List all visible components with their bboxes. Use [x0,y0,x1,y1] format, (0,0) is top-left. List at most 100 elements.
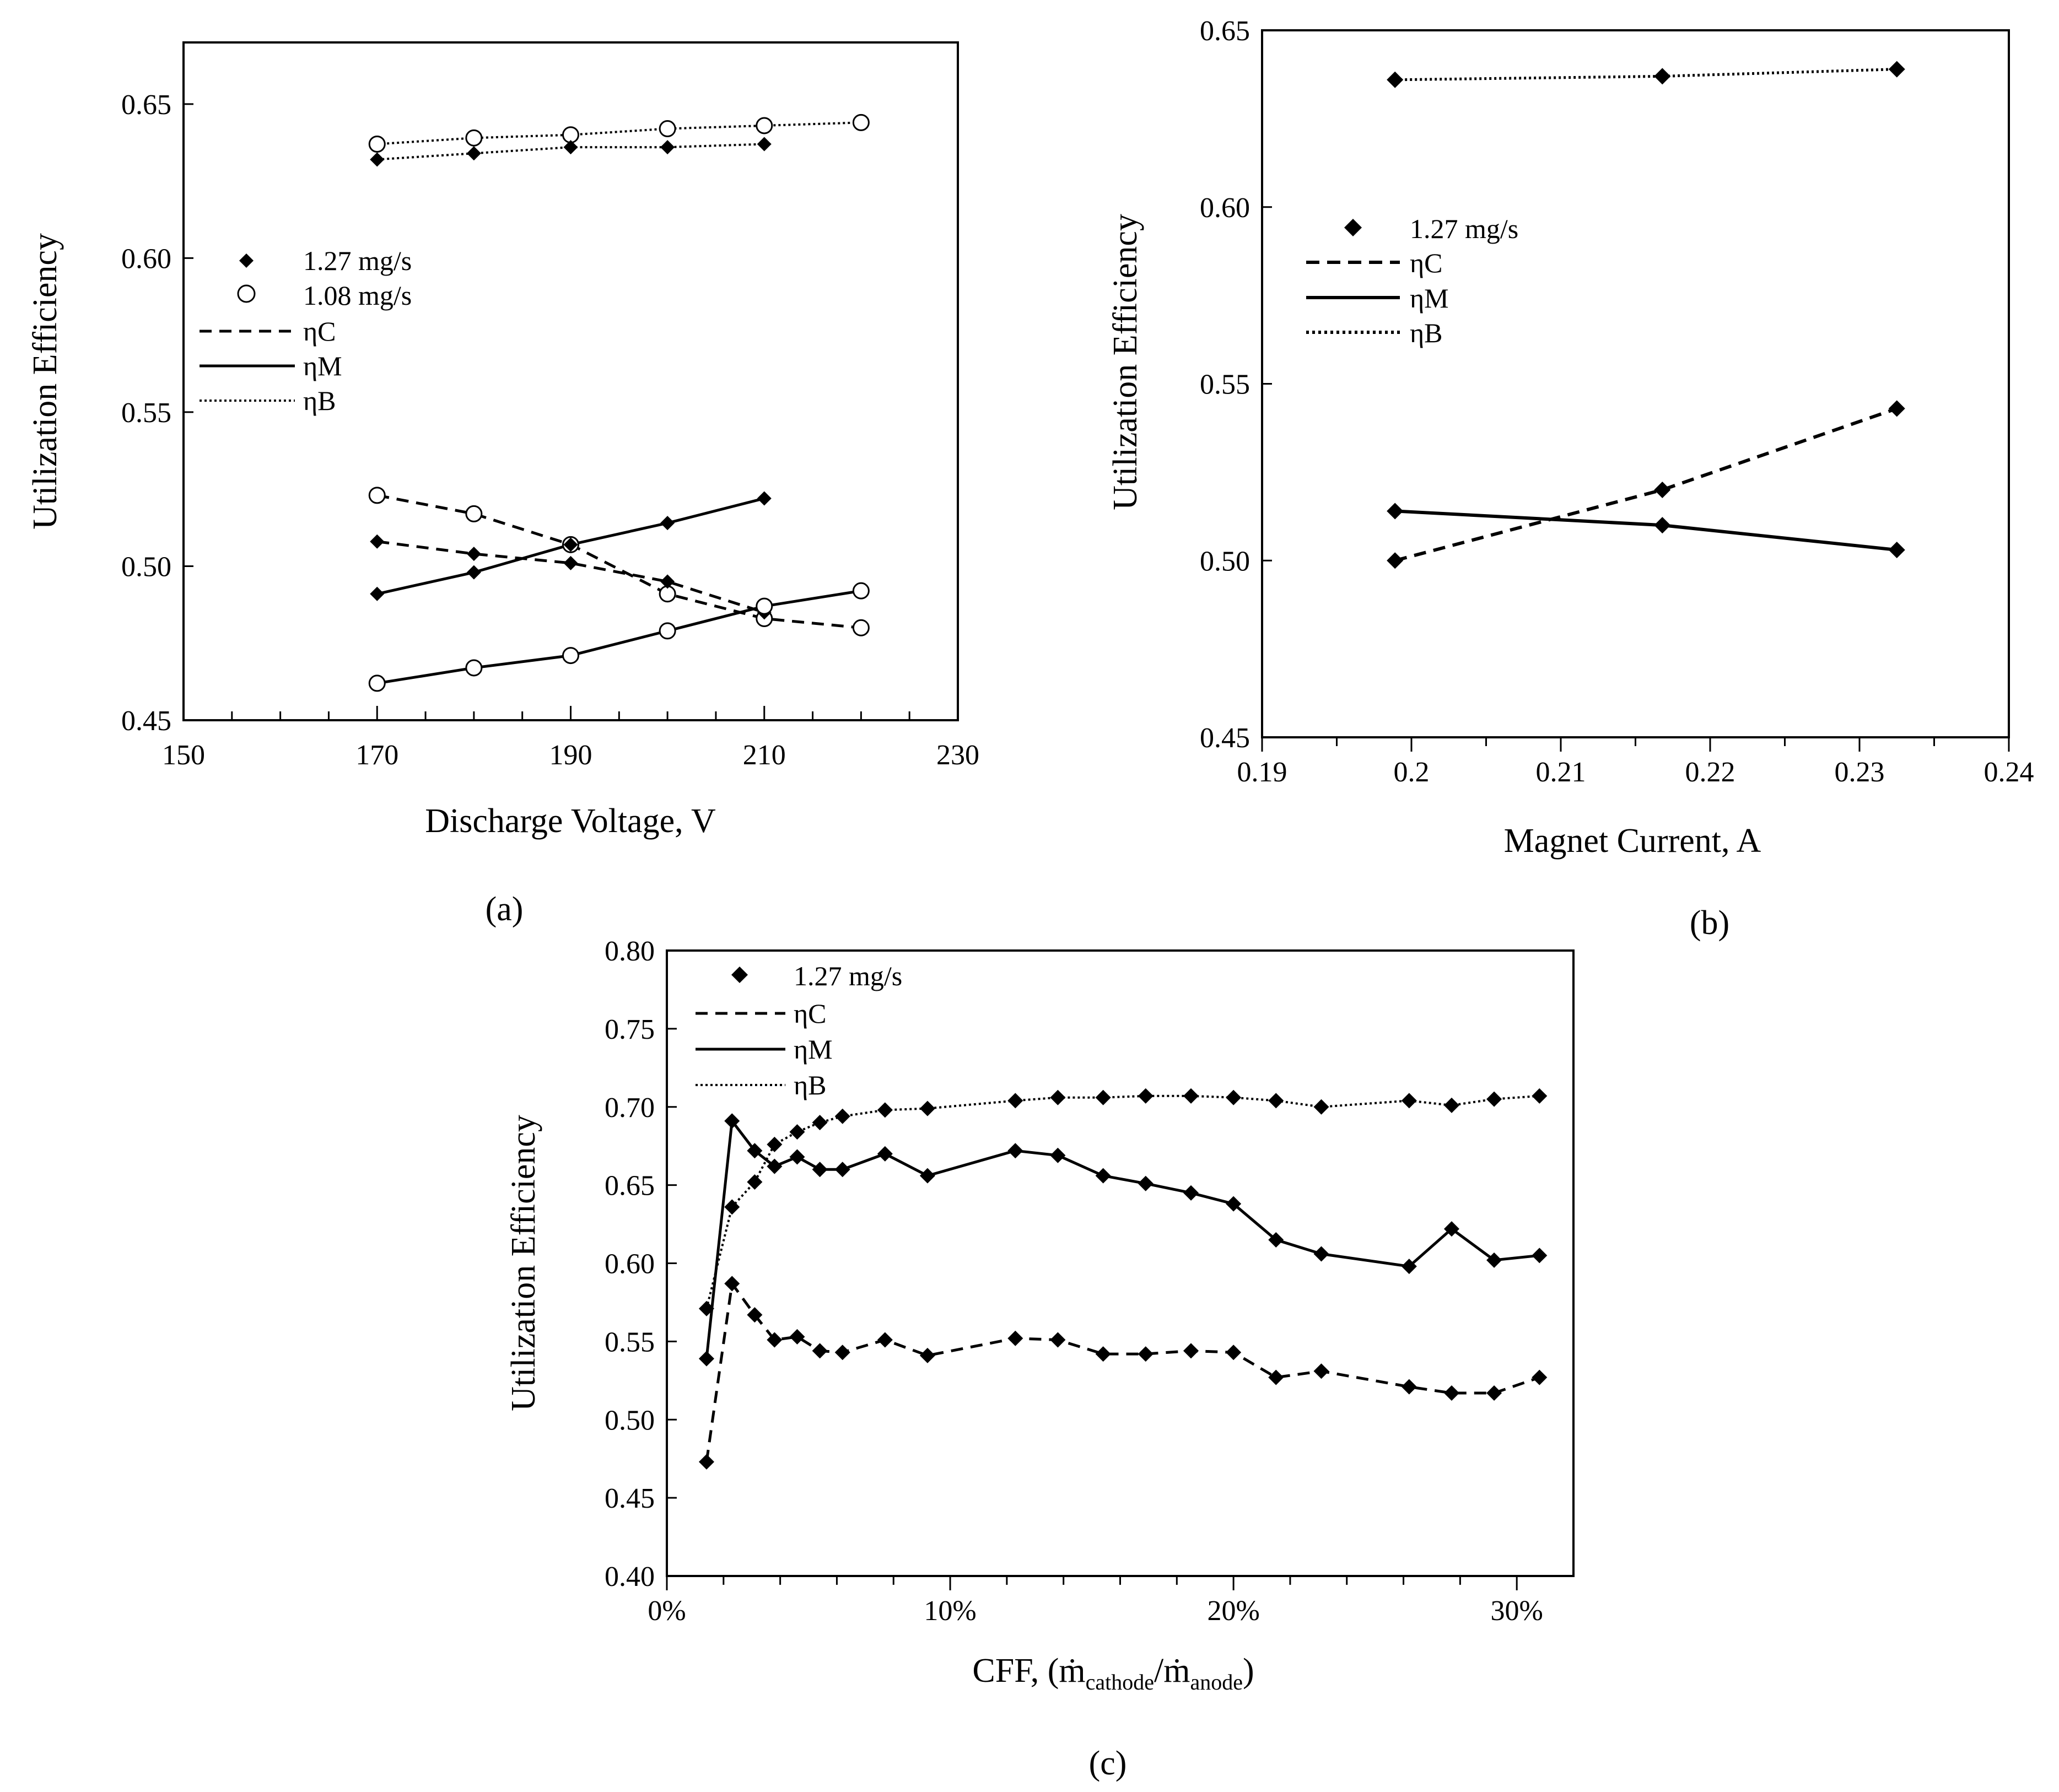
x-axis-title-c-sub2: anode [1190,1670,1243,1694]
x-tick-label: 230 [936,740,979,771]
y-tick-label: 0.55 [121,397,171,429]
y-tick-label: 0.50 [605,1405,655,1436]
data-point-diamond [1050,1332,1066,1348]
data-point-diamond [1138,1088,1154,1104]
y-tick-label: 0.50 [121,551,171,582]
data-point-diamond [1532,1369,1548,1385]
data-point-diamond [767,1136,783,1152]
x-axis-title-c: CFF, (ṁcathode/ṁanode) [972,1652,1254,1694]
x-tick-label: 10% [924,1595,976,1627]
legend-a-label-5: ηB [303,385,336,416]
data-point-diamond [789,1124,805,1140]
data-point-diamond [1095,1089,1111,1105]
data-point-diamond [1183,1088,1199,1104]
data-point-diamond [1138,1175,1154,1191]
x-tick-label: 20% [1207,1595,1259,1627]
x-axis-title-c-part1: CFF, (ṁ [972,1652,1085,1690]
x-tick-label: 210 [743,740,786,771]
x-axis-title-c-mid: /ṁ [1154,1652,1190,1690]
ticks-b: 0.19 0.2 0.21 0.22 0.23 0.24 0.45 0.50 0.55 0.60 0… [1200,15,2034,788]
y-axis-title-a: Utilization Efficiency [26,233,64,530]
data-point-diamond [563,537,578,552]
data-point-diamond [1007,1330,1023,1346]
chart-a: 150 170 190 210 230 0.45 0.50 0.55 0.60 0.65 Disc… [26,41,979,928]
data-point-diamond [1486,1252,1502,1268]
data-point-diamond [834,1162,850,1178]
y-tick-label: 0.55 [605,1326,655,1358]
x-axis-title-b: Magnet Current, A [1504,822,1761,860]
data-point-diamond [1401,1093,1417,1109]
data-point-diamond [919,1100,935,1116]
data-point-diamond [1007,1143,1023,1159]
data-point-diamond [1268,1232,1284,1248]
legend-b-marker-diamond [1344,219,1362,236]
y-tick-label: 0.45 [121,705,171,737]
y-tick-label: 0.60 [1200,192,1250,224]
legend-a-marker-diamond [239,253,254,268]
data-point-diamond [1443,1221,1459,1237]
x-tick-label: 150 [162,740,205,771]
legend-b-label-1: 1.27 mg/s [1410,213,1518,244]
data-point-diamond [1095,1346,1111,1362]
y-tick-label: 0.60 [121,243,171,274]
data-point-diamond [919,1168,935,1184]
x-tick-label: 0% [648,1595,686,1627]
data-point-diamond [1888,61,1905,78]
chart-c: 0% 10% 20% 30% 0.40 0.45 0.50 0.55 0.60 0.65 0.70 0… [505,936,1575,1782]
data-point-circle [852,114,870,131]
y-tick-label: 0.75 [605,1014,655,1045]
y-tick-label: 0.55 [1200,369,1250,401]
data-point-diamond [789,1329,805,1345]
x-tick-label: 0.2 [1394,757,1430,788]
data-point-diamond [698,1351,714,1367]
x-axis-title-c-end: ) [1243,1652,1254,1690]
series-line-solid [376,589,861,685]
data-point-diamond [1095,1168,1111,1184]
data-point-diamond [724,1276,740,1292]
data-point-diamond [563,140,578,155]
data-point-diamond [1183,1343,1199,1359]
legend-c-label-4: ηB [794,1070,827,1100]
y-tick-label: 0.65 [605,1170,655,1202]
data-point-circle [852,619,870,636]
markers-a [368,114,870,692]
y-tick-label: 0.45 [605,1483,655,1514]
data-point-diamond [1654,481,1671,498]
data-point-diamond [370,586,385,601]
legend-a-label-3: ηC [303,316,336,347]
data-point-diamond [1387,71,1404,88]
data-point-diamond [1532,1248,1548,1264]
series-line-dotted [1395,68,1897,82]
data-point-diamond [1050,1089,1066,1105]
data-point-diamond [724,1199,740,1215]
legend-a-label-1: 1.27 mg/s [303,245,412,276]
data-point-diamond [1313,1099,1329,1115]
data-point-diamond [789,1149,805,1165]
y-tick-label: 0.65 [121,89,171,121]
data-point-diamond [1226,1345,1242,1361]
data-point-diamond [1268,1093,1284,1109]
data-point-circle [756,117,773,134]
data-point-diamond [747,1307,763,1323]
data-point-circle [756,597,773,615]
data-point-circle [465,659,483,677]
ticks-a: 150 170 190 210 230 0.45 0.50 0.55 0.60 0.65 [121,89,979,771]
data-point-diamond [812,1162,828,1178]
data-point-diamond [1226,1196,1242,1212]
data-point-circle [659,120,676,138]
data-point-circle [368,136,386,153]
x-axis-title-c-sub1: cathode [1086,1670,1154,1694]
data-point-diamond [1888,542,1905,559]
data-point-diamond [563,555,578,570]
data-point-circle [465,505,483,522]
data-point-diamond [747,1143,763,1159]
series-layer-a [368,114,870,692]
series-line-dashed [1394,407,1898,563]
data-point-circle [659,622,676,640]
ticks-c: 0% 10% 20% 30% 0.40 0.45 0.50 0.55 0.60 0.65 0.70 0… [605,936,1543,1627]
data-point-diamond [757,137,772,152]
legend-b-label-2: ηC [1410,247,1443,278]
data-point-diamond [1443,1097,1459,1113]
x-tick-label: 0.19 [1237,757,1287,788]
